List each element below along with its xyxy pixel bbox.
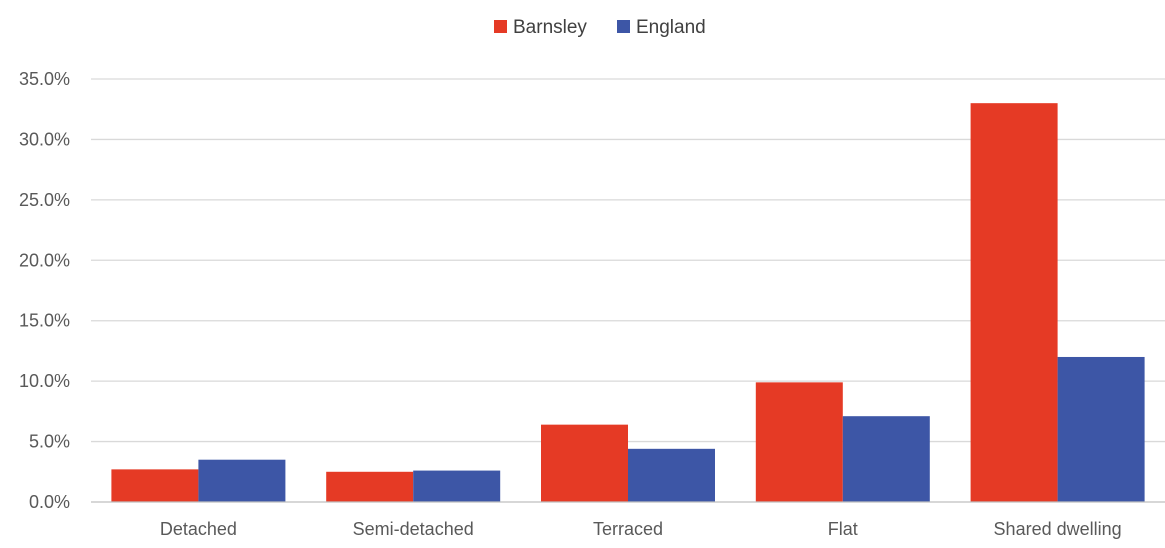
- x-axis-category-labels: Detached Semi-detached Terraced Flat Shared …: [160, 519, 1122, 539]
- y-tick-label: 0.0%: [29, 492, 70, 512]
- legend: Barnsley England: [494, 17, 706, 38]
- gridlines: [91, 78, 1165, 443]
- legend-label-england: England: [636, 17, 706, 38]
- y-tick-label: 30.0%: [19, 129, 70, 149]
- legend-swatch-england: [617, 20, 630, 33]
- bar-barnsley-shared-dwelling: [970, 103, 1058, 503]
- bar-england-detached: [198, 459, 286, 502]
- bar-barnsley-semi-detached: [326, 471, 414, 502]
- y-tick-label: 25.0%: [19, 190, 70, 210]
- bar-barnsley-flat: [755, 382, 843, 502]
- x-category-label: Detached: [160, 519, 237, 539]
- y-tick-label: 20.0%: [19, 250, 70, 270]
- bar-england-terraced: [628, 448, 715, 502]
- bar-england-semi-detached: [413, 470, 501, 502]
- y-tick-label: 15.0%: [19, 311, 70, 331]
- legend-label-barnsley: Barnsley: [513, 17, 587, 38]
- x-category-label: Shared dwelling: [994, 519, 1122, 539]
- bar-barnsley-detached: [111, 469, 199, 502]
- bar-barnsley-terraced: [541, 424, 628, 502]
- bar-england-shared-dwelling: [1057, 356, 1145, 502]
- y-tick-label: 5.0%: [29, 432, 70, 452]
- bars: [111, 103, 1145, 503]
- x-category-label: Semi-detached: [353, 519, 474, 539]
- y-tick-label: 10.0%: [19, 371, 70, 391]
- x-category-label: Flat: [828, 519, 858, 539]
- x-category-label: Terraced: [593, 519, 663, 539]
- bar-england-flat: [842, 416, 930, 502]
- legend-swatch-barnsley: [494, 20, 507, 33]
- y-tick-label: 35.0%: [19, 69, 70, 89]
- y-axis-tick-labels: 0.0% 5.0% 10.0% 15.0% 20.0% 25.0% 30.0% 35.0%: [19, 69, 70, 512]
